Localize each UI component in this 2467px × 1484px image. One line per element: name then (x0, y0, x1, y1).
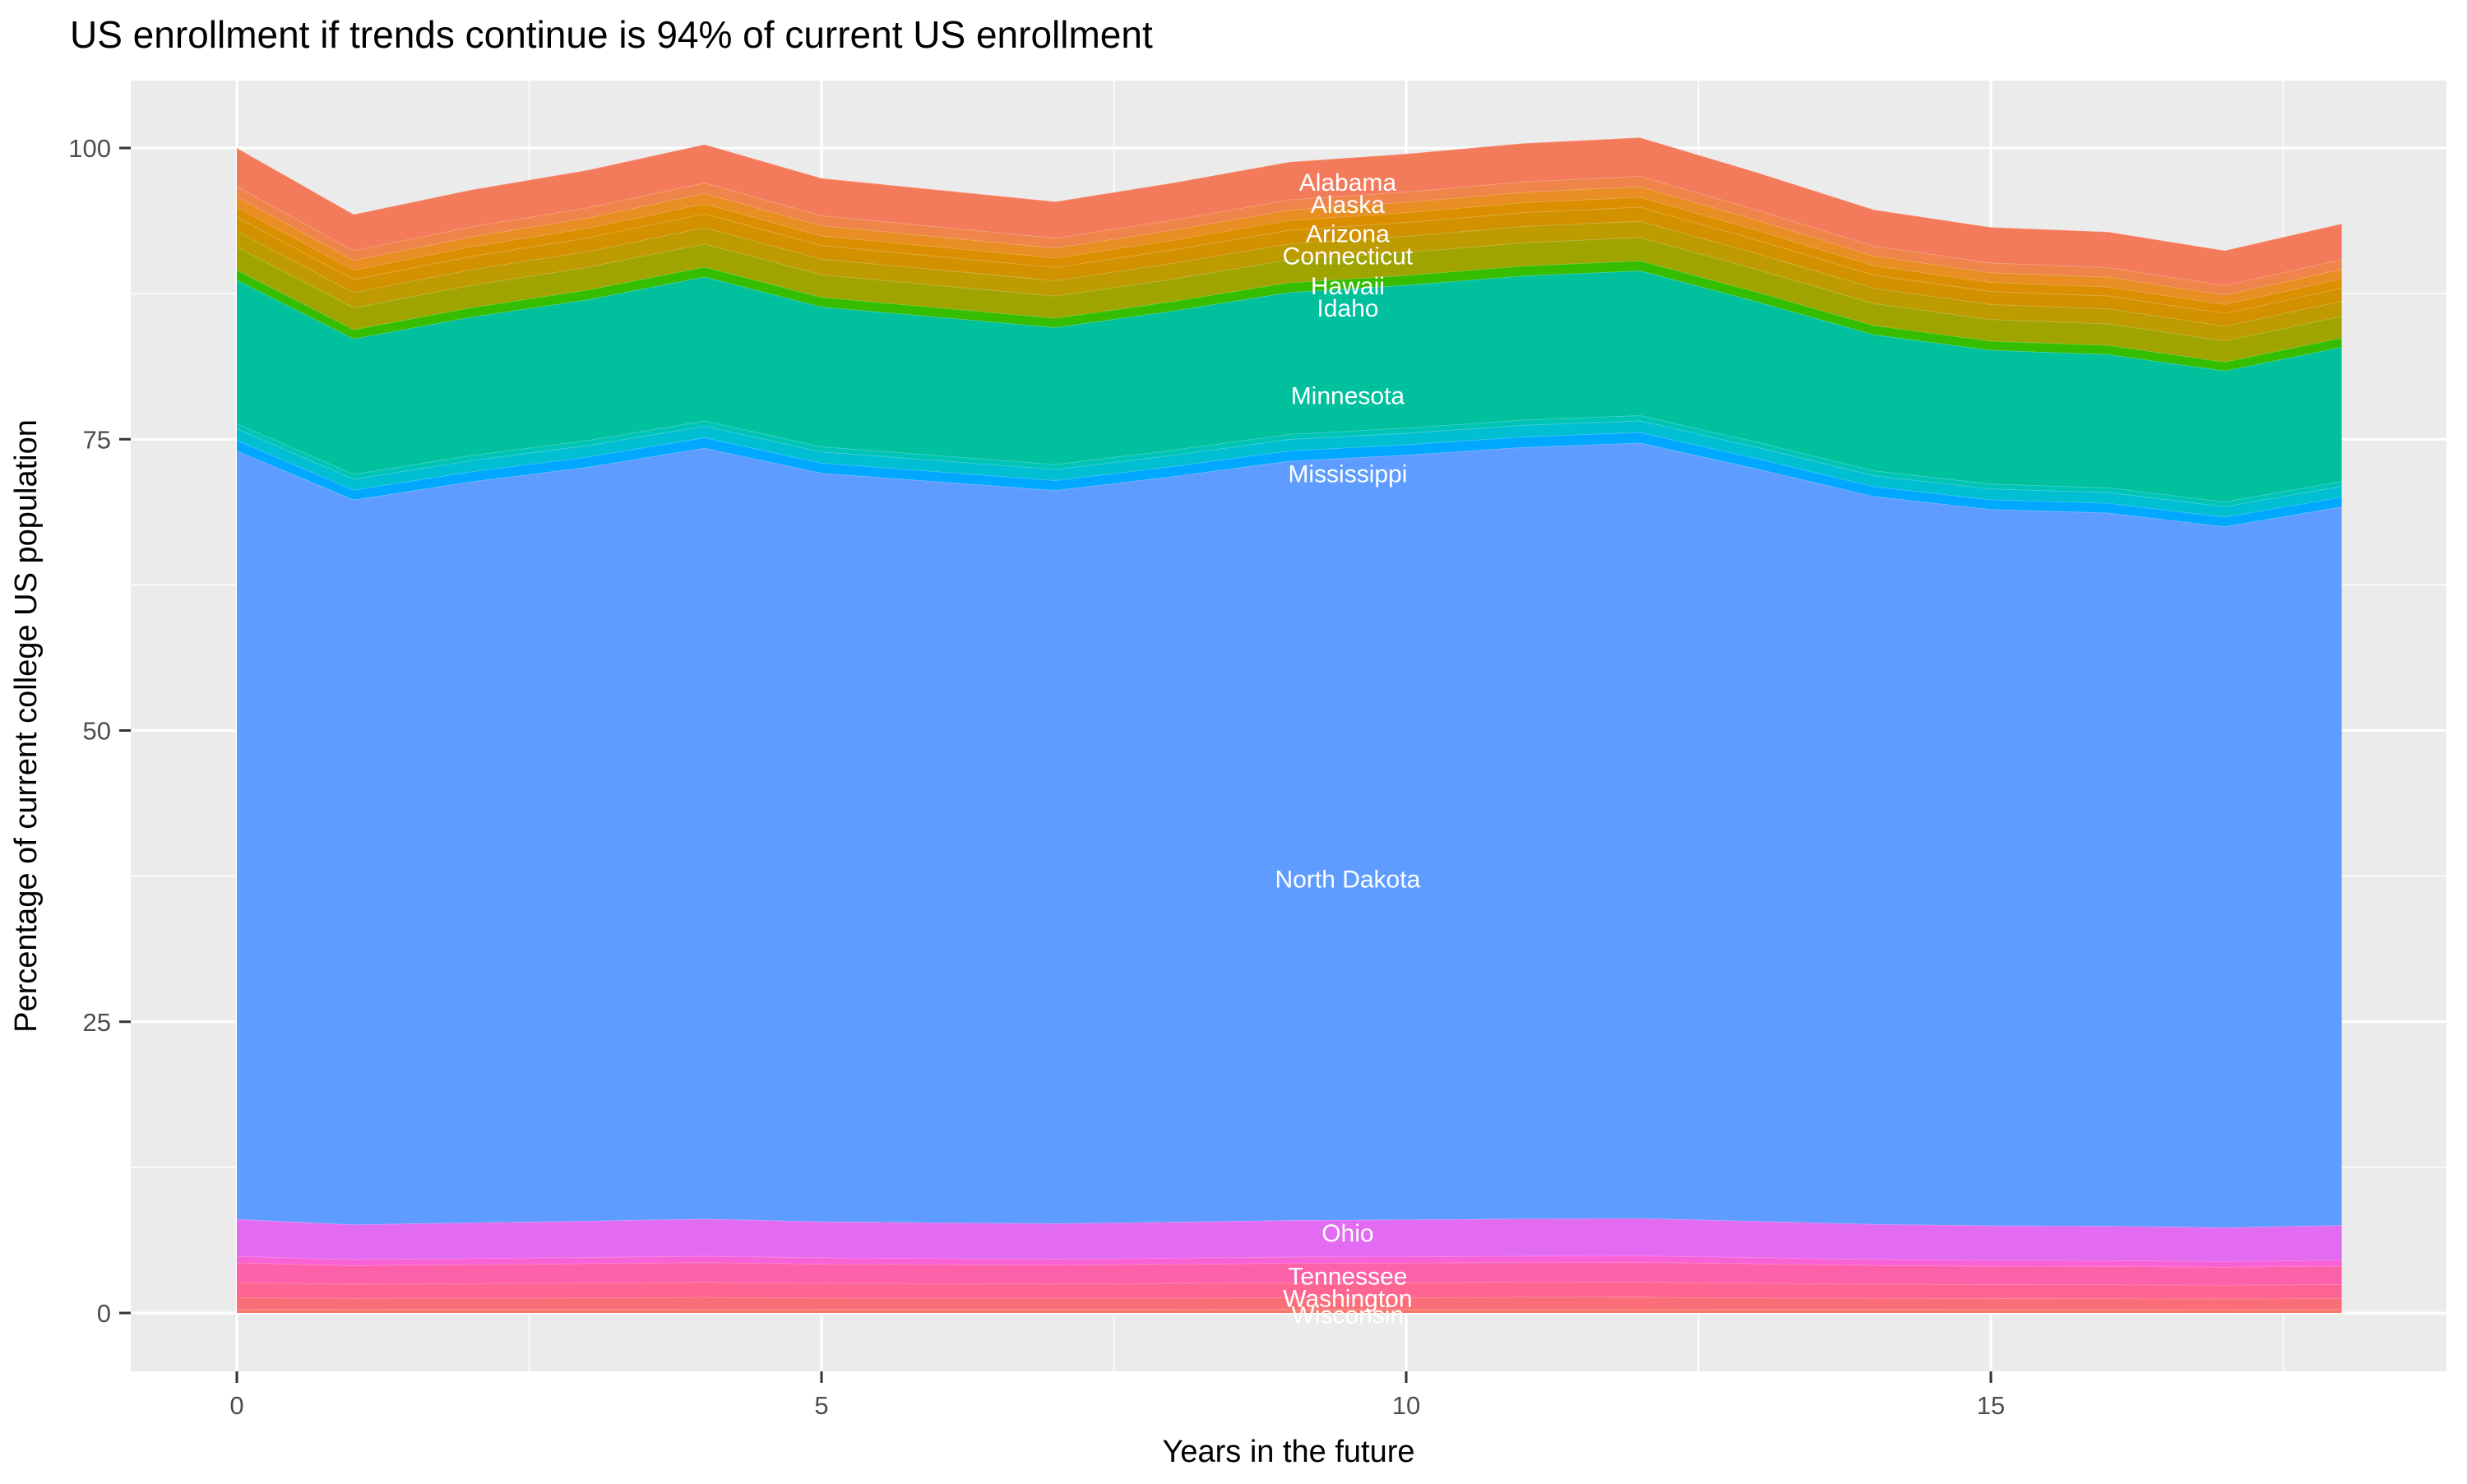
area-band-unlabeled-band-2 (237, 1255, 2342, 1268)
area-band-unlabeled-band-5 (237, 220, 2342, 341)
axis-tick-labels: 0 5 10 15 0 25 50 75 100 (68, 134, 2005, 1420)
band-label-minnesota: Minnesota (1291, 382, 1405, 409)
band-label-tennessee: Tennessee (1288, 1264, 1407, 1291)
band-label-ohio: Ohio (1321, 1220, 1373, 1247)
band-label-north-dakota: North Dakota (1275, 866, 1421, 893)
x-tick-label: 10 (1392, 1391, 1420, 1420)
x-tick-label: 15 (1977, 1391, 2005, 1420)
band-label-washington: Washington (1283, 1285, 1412, 1312)
band-label-connecticut: Connecticut (1283, 243, 1414, 270)
y-tick-label: 0 (97, 1299, 111, 1328)
y-tick-label: 25 (83, 1008, 111, 1037)
area-band-hawaii (237, 237, 2342, 363)
band-separator (236, 136, 2342, 252)
band-label-alaska: Alaska (1311, 192, 1385, 219)
area-band-mississippi (237, 420, 2342, 517)
area-band-alaska (237, 176, 2342, 295)
area-band-ohio (237, 1218, 2342, 1262)
area-band-wisconsin (237, 1297, 2342, 1310)
area-band-unlabeled-band-3 (237, 432, 2342, 527)
area-band-idaho (237, 261, 2342, 372)
area-bands (236, 136, 2342, 1313)
band-label-wisconsin: Wisconsin (1292, 1301, 1405, 1329)
band-label-mississippi: Mississippi (1288, 460, 1407, 488)
area-band-tennessee (237, 1262, 2342, 1285)
band-label-alabama: Alabama (1299, 169, 1397, 196)
x-tick-label: 5 (814, 1391, 828, 1420)
area-band-unlabeled-band-6 (237, 196, 2342, 314)
x-tick-label: 0 (229, 1391, 243, 1420)
area-band-unlabeled-band-4 (237, 415, 2342, 507)
area-band-north-dakota (237, 442, 2342, 1227)
x-axis-title: Years in the future (1162, 1435, 1414, 1469)
area-band-washington (237, 1282, 2342, 1299)
y-axis-title: Percentage of current college US populat… (9, 419, 44, 1033)
y-tick-label: 50 (83, 717, 111, 746)
area-band-unlabeled-band-1 (237, 1309, 2342, 1313)
chart-title: US enrollment if trends continue is 94% … (70, 13, 1153, 56)
y-tick-label: 75 (83, 425, 111, 454)
area-band-connecticut (237, 206, 2342, 326)
area-band-minnesota (237, 270, 2342, 502)
area-band-arizona (237, 186, 2342, 305)
band-label-arizona: Arizona (1306, 220, 1390, 247)
y-tick-label: 100 (68, 134, 111, 163)
band-label-idaho: Idaho (1317, 295, 1378, 322)
axis-ticks (119, 146, 1993, 1383)
band-label-hawaii: Hawaii (1311, 273, 1385, 300)
area-band-alabama (237, 137, 2342, 286)
